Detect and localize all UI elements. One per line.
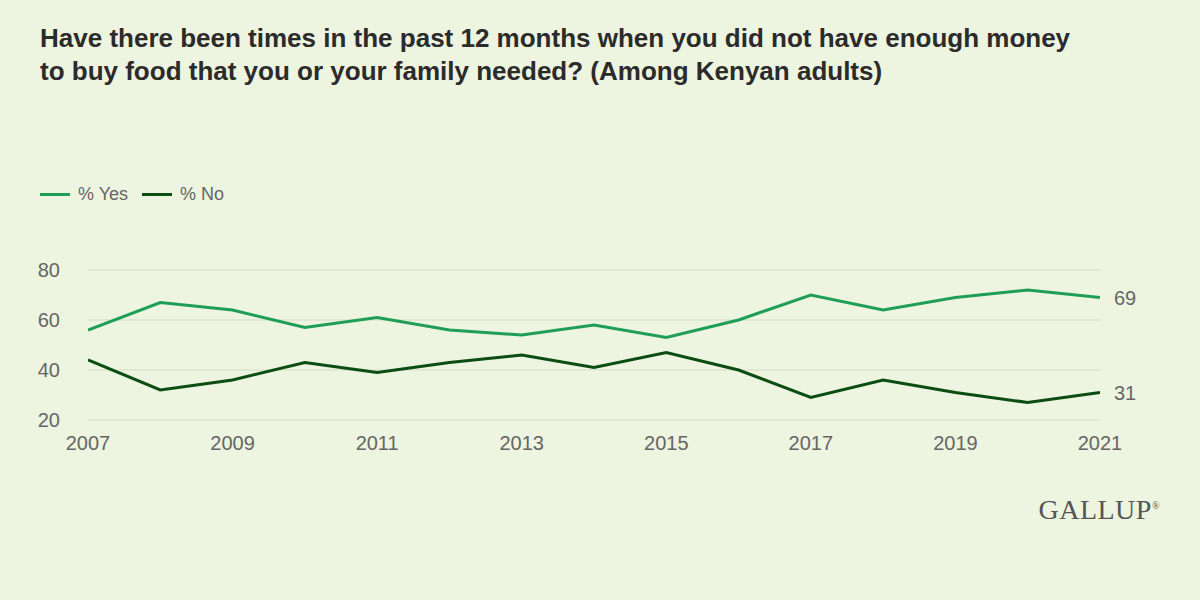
svg-text:2019: 2019 — [933, 432, 978, 454]
svg-text:2011: 2011 — [356, 432, 399, 454]
svg-text:2015: 2015 — [644, 432, 689, 454]
svg-text:2013: 2013 — [499, 432, 544, 454]
svg-text:69: 69 — [1114, 287, 1136, 309]
svg-text:60: 60 — [38, 309, 60, 331]
svg-text:40: 40 — [38, 359, 60, 381]
svg-text:2021: 2021 — [1078, 432, 1123, 454]
svg-text:2007: 2007 — [66, 432, 111, 454]
svg-text:2017: 2017 — [789, 432, 834, 454]
svg-text:80: 80 — [38, 259, 60, 281]
svg-text:20: 20 — [38, 409, 60, 431]
svg-text:2009: 2009 — [210, 432, 255, 454]
html-text:% Yes: % Yes — [78, 184, 128, 204]
html-text:GALLUP: GALLUP — [1038, 494, 1152, 525]
svg-text:31: 31 — [1114, 382, 1136, 404]
html-text:Have there been times in the p: Have there been times in the past 12 mon… — [40, 23, 1071, 86]
html-text:% No: % No — [180, 184, 225, 204]
